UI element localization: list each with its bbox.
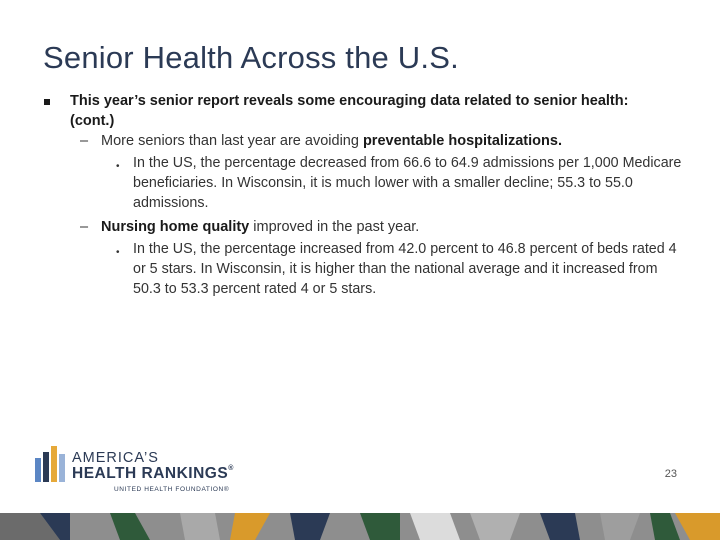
footer-decorative-band	[0, 513, 720, 540]
item-detail-2: In the US, the percentage increased from…	[133, 241, 677, 297]
americas-health-rankings-logo-icon	[35, 446, 65, 482]
item-heading-1: More seniors than last year are avoiding…	[101, 133, 562, 149]
square-bullet-icon	[44, 99, 50, 105]
item-heading-2: Nursing home quality improved in the pas…	[101, 219, 420, 235]
dash-bullet-2: –	[80, 219, 89, 235]
logo-line-1: AMERICA’S	[72, 450, 159, 466]
logo-line-3: UNITED HEALTH FOUNDATION®	[114, 486, 230, 493]
main-bullet-text: This year’s senior report reveals some e…	[70, 93, 629, 129]
sub-bullet-icon-1: •	[116, 161, 120, 172]
page-number: 23	[664, 468, 677, 480]
slide-title: Senior Health Across the U.S.	[43, 40, 459, 75]
item-heading-2-bold: Nursing home quality	[101, 219, 250, 235]
dash-bullet-1: –	[80, 133, 89, 149]
sub-bullet-icon-2: •	[116, 247, 120, 258]
item-detail-1: In the US, the percentage decreased from…	[133, 155, 682, 211]
logo-line-2: HEALTH RANKINGS®	[72, 465, 234, 482]
item-heading-1-bold: preventable hospitalizations.	[362, 133, 562, 149]
